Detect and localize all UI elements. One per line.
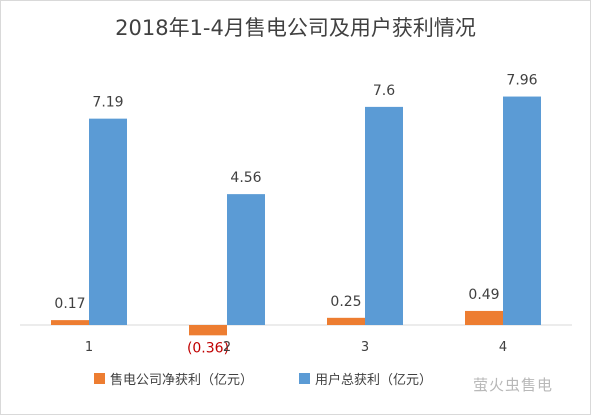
legend-item-users: 用户总获利（亿元） [299, 369, 432, 388]
bar-s0-1 [51, 320, 89, 325]
legend-label-users: 用户总获利（亿元） [315, 373, 433, 388]
watermark-text: 萤火虫售电 [473, 376, 554, 394]
legend-swatch-company [94, 373, 105, 384]
data-label-s0-1: 0.17 [54, 296, 85, 312]
bar-s1-1 [89, 118, 127, 325]
x-tick-label-2: 2 [223, 340, 231, 355]
data-label-s1-1: 7.19 [92, 95, 123, 111]
bar-s1-4 [503, 96, 541, 325]
data-label-s1-4: 7.96 [506, 73, 537, 89]
bar-s0-2 [189, 325, 227, 336]
bar-s1-3 [365, 106, 403, 325]
legend-label-company: 售电公司净获利（亿元） [110, 373, 254, 388]
x-tick-label-4: 4 [499, 340, 507, 355]
bar-s1-2 [227, 194, 265, 325]
x-tick-label-3: 3 [361, 340, 369, 355]
data-label-s0-3: 0.25 [330, 294, 361, 310]
legend-swatch-users [299, 373, 310, 384]
data-label-s0-2: (0.36) [187, 340, 229, 356]
bar-s0-4 [465, 310, 503, 325]
legend-item-company: 售电公司净获利（亿元） [94, 369, 253, 388]
x-tick-label-1: 1 [85, 340, 93, 355]
bar-s0-3 [327, 317, 365, 325]
data-label-s1-2: 4.56 [230, 170, 261, 186]
data-label-s1-3: 7.6 [373, 83, 395, 99]
chart-title: 2018年1-4月售电公司及用户获利情况 [115, 16, 476, 40]
data-label-s0-4: 0.49 [468, 287, 499, 303]
